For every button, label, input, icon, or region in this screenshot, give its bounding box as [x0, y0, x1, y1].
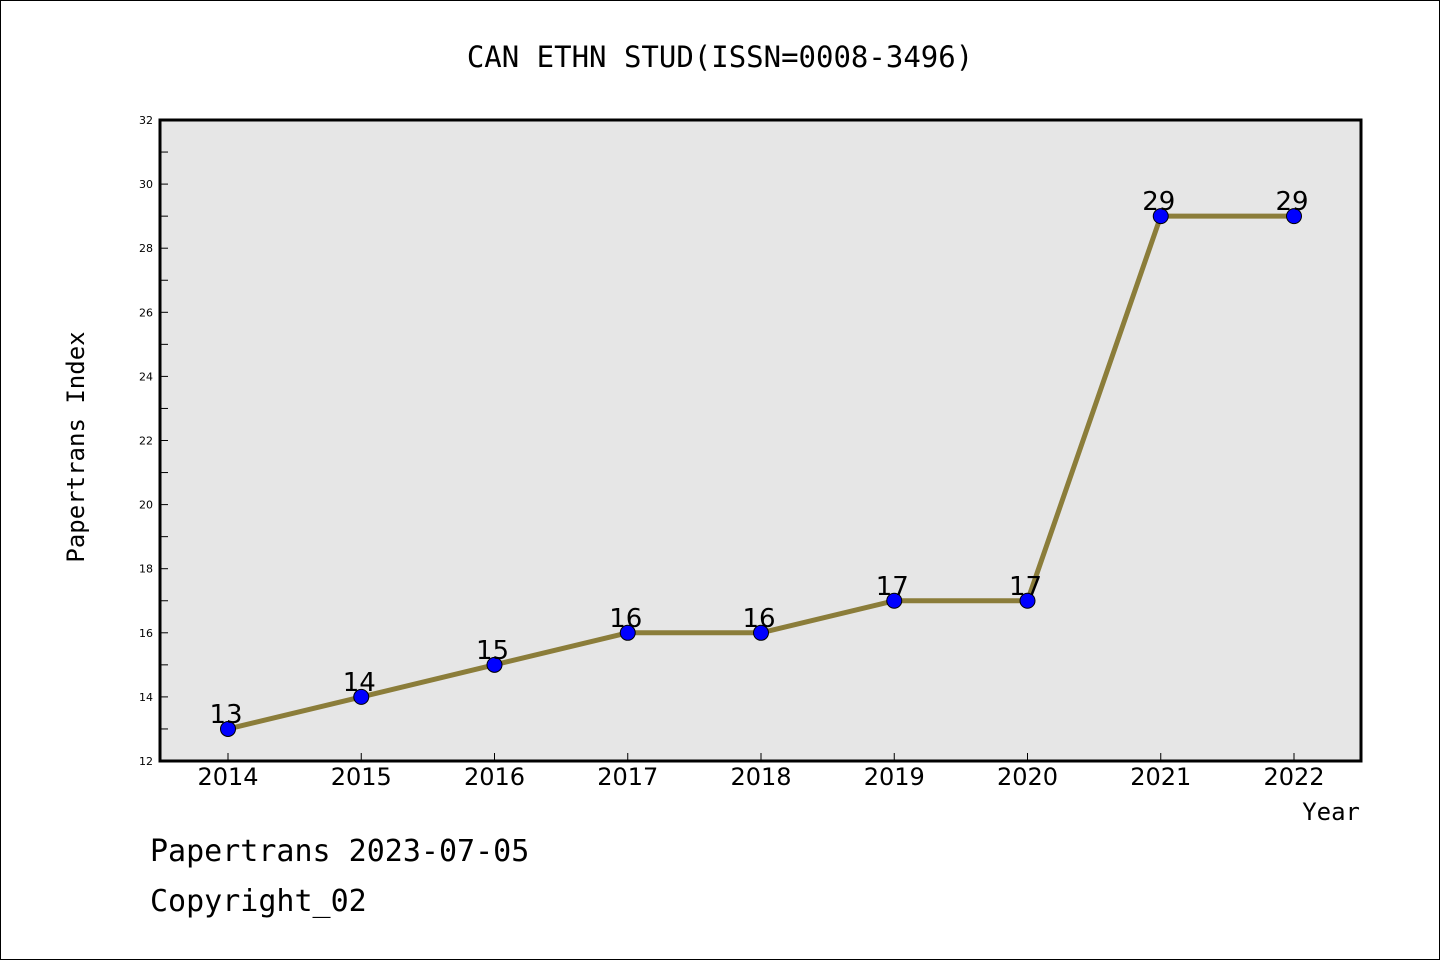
x-tick-label: 2022 [1263, 763, 1324, 791]
data-point [220, 720, 236, 737]
data-label: 16 [609, 604, 642, 634]
y-tick-label: 32 [139, 114, 153, 127]
x-tick-label: 2014 [197, 763, 258, 791]
y-tick-label: 22 [139, 435, 153, 448]
data-point [619, 624, 636, 641]
data-point [1286, 208, 1302, 225]
data-label: 29 [1275, 187, 1308, 217]
data-label: 29 [1142, 187, 1175, 217]
data-labels-group: 13 14 15 16 16 17 17 29 29 [209, 187, 1308, 730]
data-point [486, 656, 503, 673]
x-tick-label: 2020 [997, 763, 1058, 791]
y-tick-label: 18 [139, 563, 153, 576]
y-axis-title: Papertrans Index [62, 331, 90, 562]
data-point [753, 624, 769, 641]
x-tick-label: 2019 [864, 763, 925, 791]
data-label: 14 [343, 668, 376, 698]
y-tick-label: 30 [139, 178, 153, 191]
x-tick-label: 2021 [1130, 763, 1191, 791]
y-axis-ticks: 12 14 16 18 20 22 24 26 28 30 32 [139, 114, 168, 768]
x-axis-title: Year [1302, 798, 1360, 826]
data-point [886, 592, 903, 609]
data-point [353, 688, 370, 705]
y-tick-label: 26 [139, 306, 153, 319]
chart-title: CAN ETHN STUD(ISSN=0008-3496) [467, 40, 973, 74]
data-label: 17 [1009, 572, 1042, 602]
data-label: 13 [209, 700, 242, 730]
data-label: 17 [876, 572, 909, 602]
data-point [1152, 208, 1169, 225]
x-tick-label: 2018 [730, 763, 791, 791]
x-tick-label: 2017 [597, 763, 658, 791]
x-axis-ticks: 2014 2015 2016 2017 2018 2019 2020 2021 2022 [197, 753, 1325, 791]
y-tick-label: 28 [139, 242, 153, 255]
footer-date-text: Papertrans 2023-07-05 [150, 834, 530, 869]
data-point [1019, 592, 1036, 609]
x-tick-label: 2015 [331, 763, 392, 791]
y-tick-label: 12 [139, 755, 153, 768]
y-tick-label: 24 [139, 370, 153, 383]
data-label: 16 [742, 604, 775, 634]
y-tick-label: 20 [139, 499, 153, 512]
plot-area [158, 118, 1363, 763]
data-label: 15 [476, 636, 509, 666]
y-tick-label: 16 [139, 627, 153, 640]
y-tick-label: 14 [139, 691, 153, 704]
footer-copyright-text: Copyright_02 [150, 884, 367, 919]
x-tick-label: 2016 [464, 763, 525, 791]
series-points-group [220, 208, 1302, 737]
